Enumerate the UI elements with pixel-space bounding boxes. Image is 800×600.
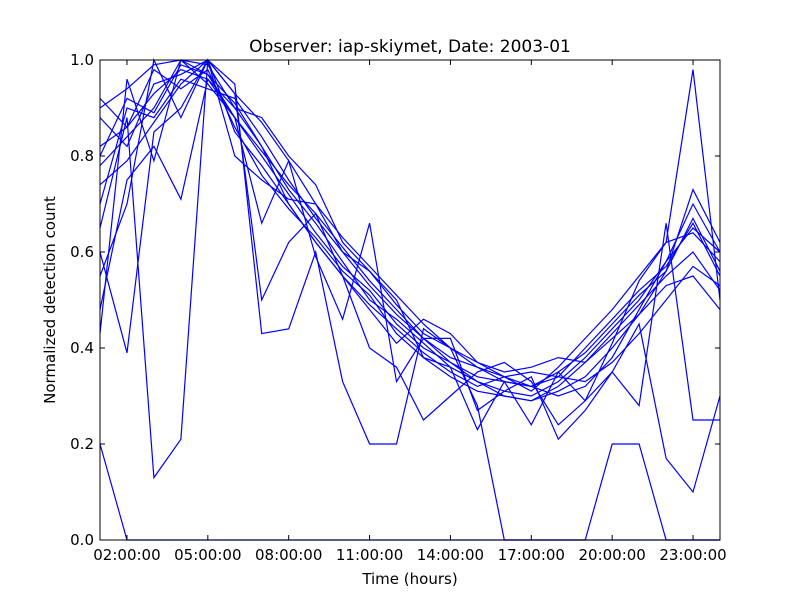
y-axis-ticks: 0.0 0.2 0.4 0.6 0.8 1.0 [70, 51, 720, 549]
y-tick-label: 0.4 [70, 339, 94, 357]
x-axis-ticks: 02:00:00 05:00:00 08:00:00 11:00:00 14:00:00… [93, 60, 727, 564]
chart-title: Observer: iap-skiymet, Date: 2003-01 [249, 37, 571, 57]
plot-area-frame [99, 59, 721, 541]
y-tick-label: 0.6 [70, 243, 94, 261]
series-line-10 [99, 59, 720, 441]
x-tick-label: 23:00:00 [659, 546, 726, 564]
series-line-13 [99, 59, 721, 402]
x-tick-label: 08:00:00 [255, 546, 322, 564]
series-line-3 [99, 59, 721, 392]
x-tick-label: 14:00:00 [417, 546, 484, 564]
x-tick-label: 11:00:00 [336, 546, 403, 564]
y-tick-label: 1.0 [70, 51, 94, 69]
y-tick-label: 0.0 [70, 531, 94, 549]
series-line-1 [99, 68, 721, 388]
x-tick-label: 20:00:00 [578, 546, 645, 564]
x-tick-label: 02:00:00 [93, 546, 160, 564]
series-line-9 [99, 77, 721, 494]
series-line-12 [99, 64, 721, 373]
series-line-14 [99, 59, 721, 383]
y-tick-label: 0.8 [70, 147, 94, 165]
x-tick-label: 17:00:00 [498, 546, 565, 564]
series-line-11 [99, 58, 721, 397]
series-line-8 [99, 58, 720, 541]
x-tick-label: 05:00:00 [174, 546, 241, 564]
series-line-4 [99, 78, 721, 388]
x-axis-label: Time (hours) [361, 570, 457, 588]
y-axis-label: Normalized detection count [41, 196, 59, 404]
series-line-7 [99, 58, 721, 426]
y-tick-label: 0.2 [70, 435, 94, 453]
